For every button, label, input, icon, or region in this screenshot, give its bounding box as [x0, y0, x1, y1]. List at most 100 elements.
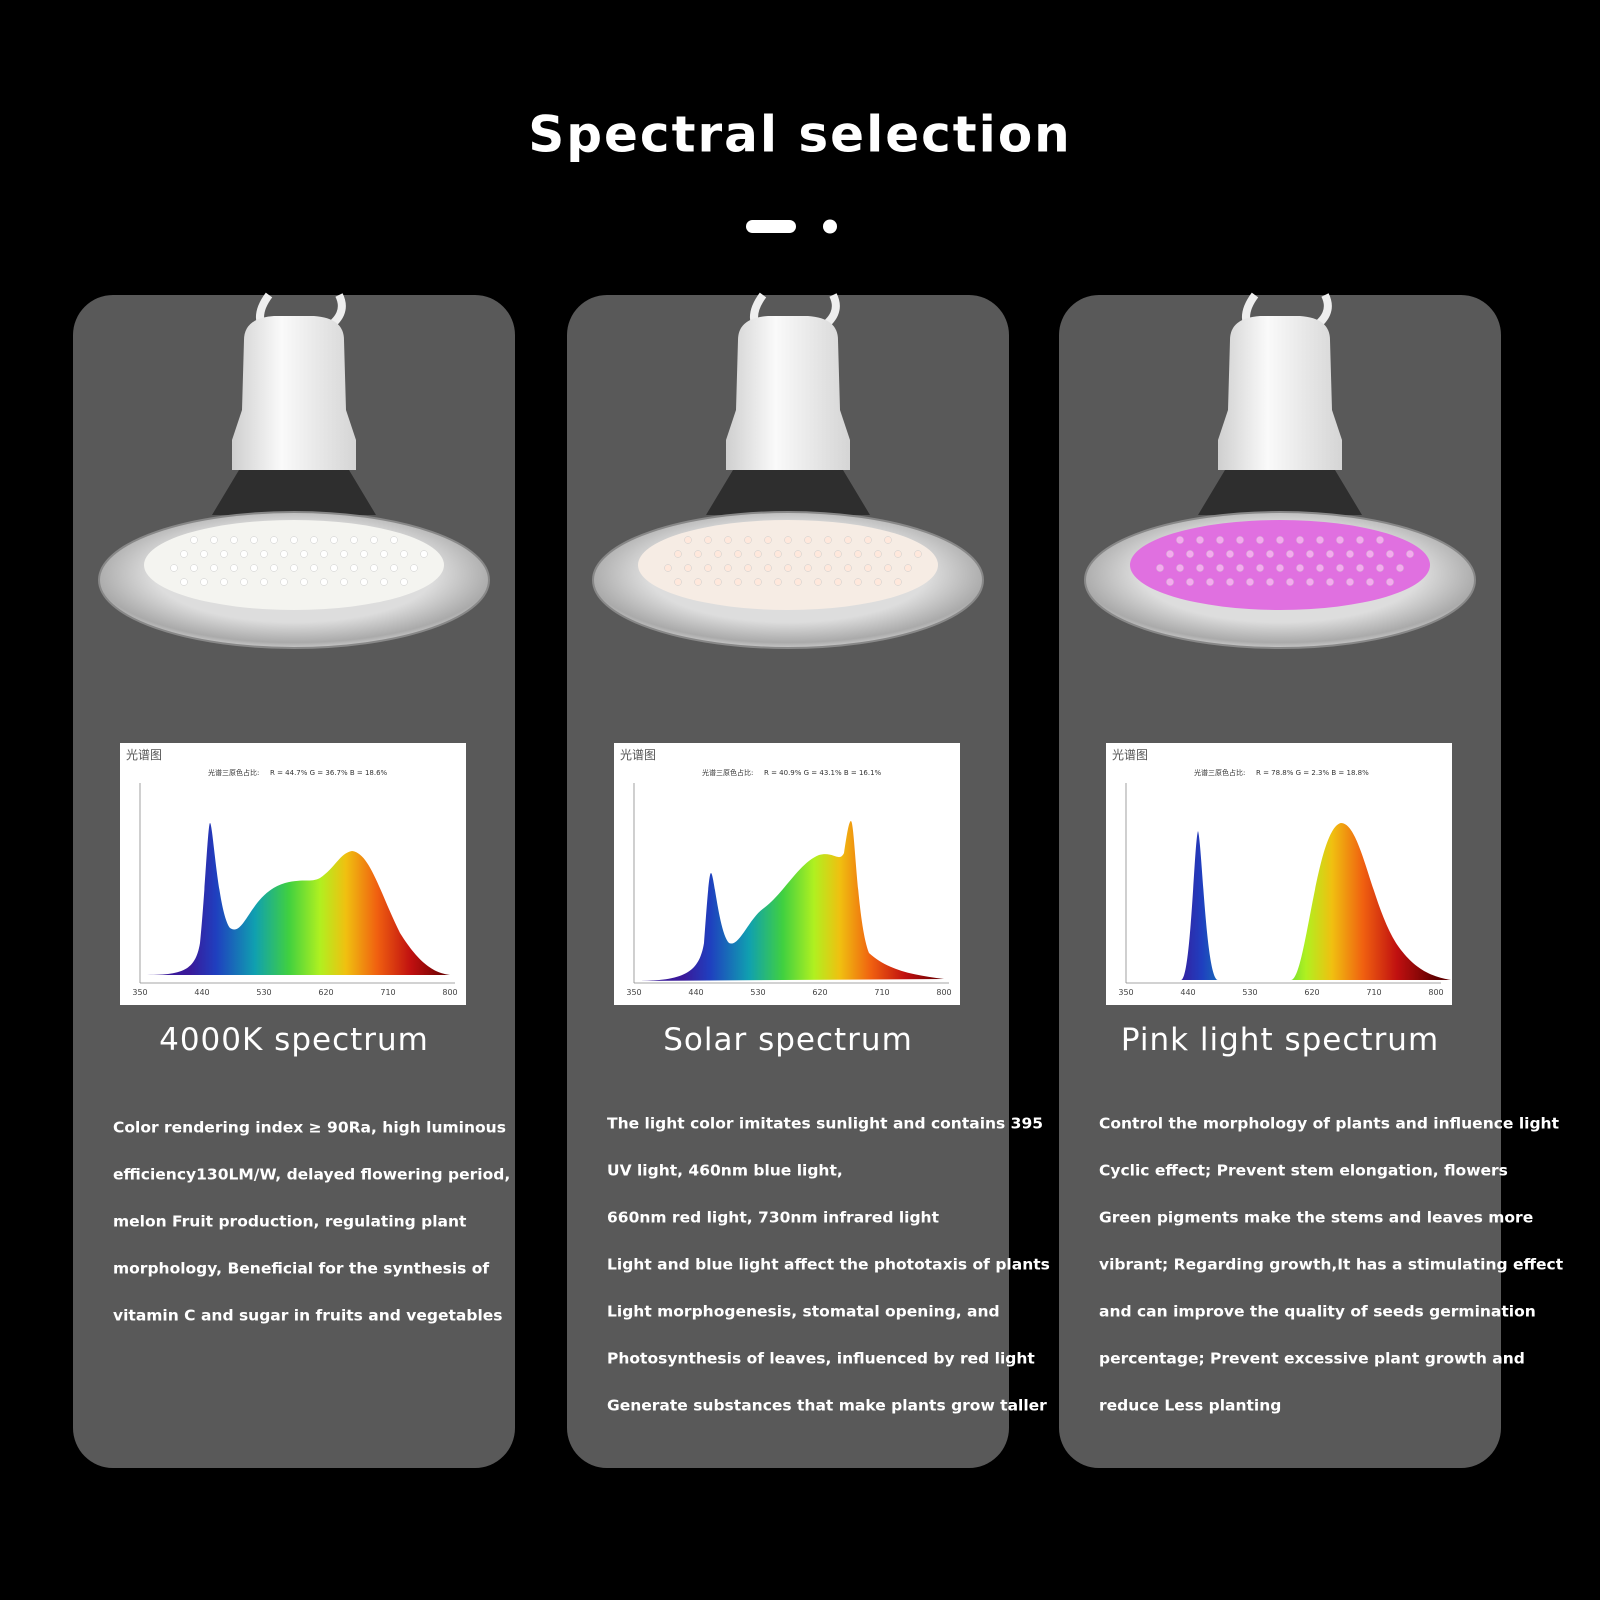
lamp [1084, 292, 1476, 649]
led [684, 536, 692, 544]
led [834, 550, 842, 558]
led [1386, 550, 1394, 558]
led [360, 550, 368, 558]
led [1246, 550, 1254, 558]
led [1366, 578, 1374, 586]
led [1216, 564, 1224, 572]
led [1266, 550, 1274, 558]
led [894, 550, 902, 558]
led [884, 564, 892, 572]
led [824, 536, 832, 544]
description-line: Color rendering index ≥ 90Ra, high lumin… [113, 1119, 506, 1137]
ratio: R = 40.9% G = 43.1% B = 16.1% [764, 769, 882, 777]
led [400, 550, 408, 558]
spectrum-curve [140, 823, 450, 975]
led [260, 550, 268, 558]
x-tick-label: 620 [1304, 988, 1319, 997]
led [360, 578, 368, 586]
led [734, 550, 742, 558]
led [300, 550, 308, 558]
description-line: reduce Less planting [1099, 1397, 1281, 1415]
led [704, 536, 712, 544]
x-tick-label: 530 [750, 988, 765, 997]
led [774, 578, 782, 586]
led [714, 578, 722, 586]
led [904, 564, 912, 572]
led [1346, 550, 1354, 558]
led [350, 536, 358, 544]
led [1376, 536, 1384, 544]
led [230, 536, 238, 544]
led [1176, 564, 1184, 572]
led [390, 536, 398, 544]
led [754, 578, 762, 586]
led [170, 564, 178, 572]
x-tick-label: 440 [688, 988, 703, 997]
spectrum-curve [634, 821, 944, 981]
description-line: Control the morphology of plants and inf… [1099, 1115, 1560, 1133]
led [774, 550, 782, 558]
led [220, 550, 228, 558]
led [410, 564, 418, 572]
led [1366, 550, 1374, 558]
led [290, 536, 298, 544]
led [834, 578, 842, 586]
led [724, 536, 732, 544]
led [330, 536, 338, 544]
led [400, 578, 408, 586]
led [220, 578, 228, 586]
led [1286, 550, 1294, 558]
led [1196, 564, 1204, 572]
led [1206, 550, 1214, 558]
description-line: Green pigments make the stems and leaves… [1099, 1209, 1533, 1227]
led [874, 578, 882, 586]
led [864, 564, 872, 572]
led [390, 564, 398, 572]
led [1266, 578, 1274, 586]
led [744, 564, 752, 572]
ratio-label: 光谱三原色占比: [208, 768, 259, 777]
ratio: R = 44.7% G = 36.7% B = 18.6% [270, 769, 388, 777]
ratio-label: 光谱三原色占比: [1194, 768, 1245, 777]
chart-title: 光谱图 [1112, 748, 1148, 762]
led [190, 564, 198, 572]
led [1316, 564, 1324, 572]
description-line: vitamin C and sugar in fruits and vegeta… [113, 1307, 503, 1325]
led [1256, 564, 1264, 572]
socket [232, 316, 356, 470]
led [1216, 536, 1224, 544]
card-name: 4000K spectrum [159, 1022, 429, 1058]
led [1196, 536, 1204, 544]
description-line: percentage; Prevent excessive plant grow… [1099, 1350, 1525, 1368]
led [1236, 564, 1244, 572]
led [290, 564, 298, 572]
led [1166, 578, 1174, 586]
led [330, 564, 338, 572]
led [764, 536, 772, 544]
description-line: Generate substances that make plants gro… [607, 1397, 1047, 1415]
led [1376, 564, 1384, 572]
led [1296, 564, 1304, 572]
led [1156, 564, 1164, 572]
led [1176, 536, 1184, 544]
led [814, 578, 822, 586]
led [210, 564, 218, 572]
led [420, 550, 428, 558]
chart-title: 光谱图 [620, 748, 656, 762]
x-tick-label: 440 [1180, 988, 1195, 997]
led [230, 564, 238, 572]
spectrum-curve [1181, 823, 1451, 980]
description-line: efficiency130LM/W, delayed flowering per… [113, 1166, 510, 1184]
socket [726, 316, 850, 470]
led [180, 578, 188, 586]
x-tick-label: 530 [1242, 988, 1257, 997]
led [1336, 536, 1344, 544]
led [350, 564, 358, 572]
led [914, 550, 922, 558]
led [300, 578, 308, 586]
led [1226, 578, 1234, 586]
led [754, 550, 762, 558]
led [894, 578, 902, 586]
neck [212, 470, 376, 515]
led [884, 536, 892, 544]
